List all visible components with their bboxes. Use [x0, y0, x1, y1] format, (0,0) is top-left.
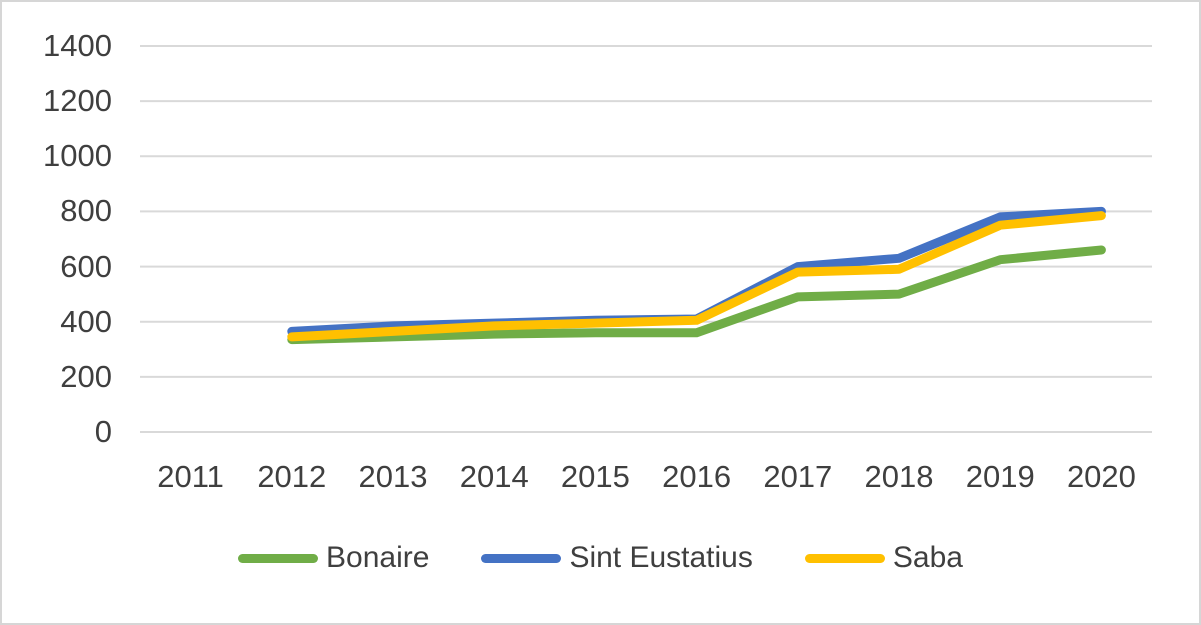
legend-label: Saba: [892, 541, 963, 574]
y-tick-label: 1400: [43, 28, 112, 63]
y-tick-label: 400: [60, 304, 112, 339]
y-tick-label: 1200: [43, 83, 112, 118]
x-tick-label: 2016: [662, 459, 732, 494]
series-line-saba: [287, 211, 1106, 342]
x-axis: 2011 2012 2013 2014 2015 2016 2017 2018 …: [140, 459, 1152, 495]
x-tick-label: 2011: [157, 459, 224, 494]
x-tick-label: 2018: [864, 459, 934, 494]
legend-swatch-saba: [804, 553, 885, 563]
legend: Bonaire Sint Eustatius Saba: [0, 540, 1201, 576]
series-line-bonaire: [287, 245, 1106, 345]
legend-swatch-sint-eustatius: [481, 553, 562, 563]
legend-item-sint-eustatius: Sint Eustatius: [481, 540, 753, 576]
legend-item-saba: Saba: [804, 540, 963, 576]
y-tick-label: 800: [60, 193, 112, 228]
x-tick-label: 2019: [965, 459, 1035, 494]
x-tick-label: 2015: [560, 459, 630, 494]
x-tick-label: 2014: [459, 459, 529, 494]
legend-item-bonaire: Bonaire: [238, 540, 429, 576]
legend-label: Bonaire: [326, 541, 430, 574]
x-tick-label: 2013: [358, 459, 428, 494]
y-tick-label: 0: [94, 414, 112, 449]
legend-label: Sint Eustatius: [569, 541, 753, 574]
x-tick-label: 2020: [1066, 459, 1136, 494]
x-tick-label: 2017: [763, 459, 833, 494]
y-tick-label: 1000: [43, 138, 112, 173]
y-tick-label: 200: [60, 359, 112, 394]
x-tick-label: 2012: [257, 459, 327, 494]
y-tick-label: 600: [60, 249, 112, 284]
legend-swatch-bonaire: [238, 553, 319, 563]
